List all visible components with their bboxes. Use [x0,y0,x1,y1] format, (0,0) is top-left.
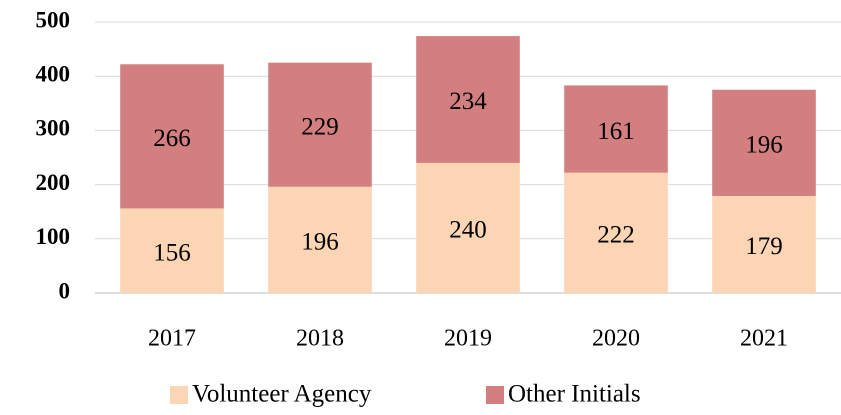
x-tick-label: 2020 [592,326,640,352]
data-label: 156 [153,239,191,266]
bar-segment [564,172,668,293]
y-tick-label: 400 [36,61,71,86]
legend-label: Other Initials [508,381,641,408]
data-label: 240 [449,217,487,244]
bar-segment [712,195,816,293]
bar-segment [268,186,372,293]
data-label: 234 [449,88,487,115]
legend-label: Volunteer Agency [192,381,372,408]
y-tick-label: 100 [36,224,71,249]
x-tick-label: 2019 [444,326,492,352]
data-label: 161 [597,118,635,145]
x-tick-label: 2018 [296,326,344,352]
bar-segment [564,85,668,173]
y-tick-label: 0 [59,278,71,303]
bar-segment [120,64,224,209]
legend-swatch [486,386,504,404]
data-label: 179 [745,233,783,260]
bar-segment [120,208,224,293]
x-tick-label: 2021 [740,326,788,352]
data-label: 196 [301,229,339,256]
y-tick-label: 300 [36,116,71,141]
y-tick-label: 500 [36,7,71,32]
data-label: 196 [745,132,783,159]
bar-segment [416,36,520,163]
bar-segment [268,62,372,187]
data-label: 266 [153,125,191,152]
legend-swatch [170,386,188,404]
data-label: 222 [597,222,635,249]
bar-segment [416,162,520,293]
y-tick-label: 200 [36,170,71,195]
bar-segment [712,89,816,196]
data-label: 229 [301,113,339,140]
x-tick-label: 2017 [148,326,196,352]
